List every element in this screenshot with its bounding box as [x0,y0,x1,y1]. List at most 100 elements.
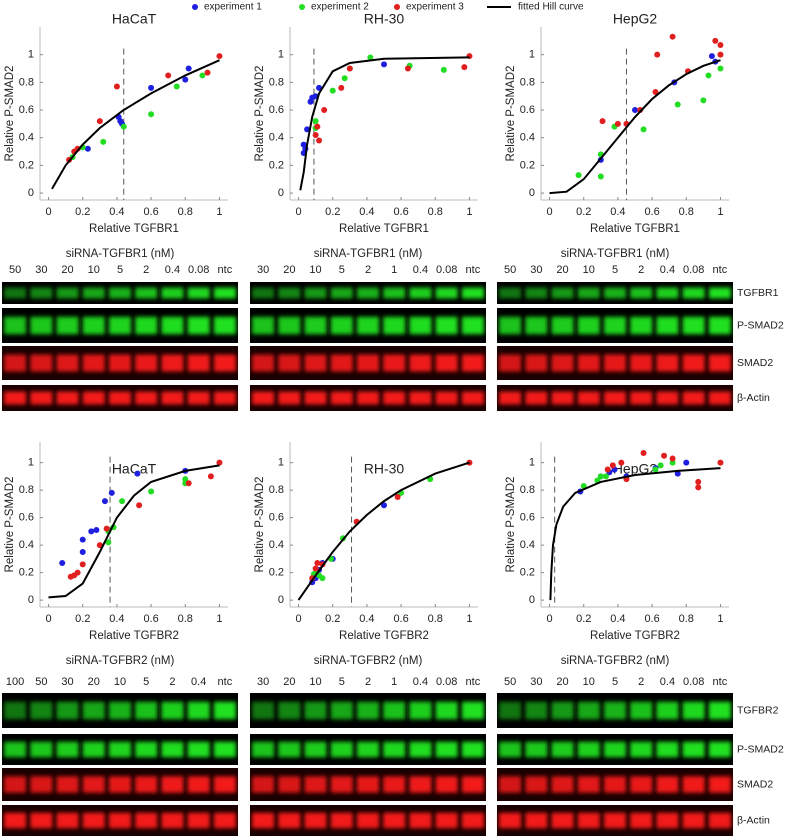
protein-label: TGFBR2 [737,704,779,716]
data-point [669,455,676,462]
x-tick-label: 0.2 [75,613,90,625]
blot-band [252,812,275,829]
blot-band [330,391,353,405]
data-point [705,72,712,79]
x-tick-label: 0.6 [393,613,408,625]
blot-band [161,354,184,372]
blot-band [4,812,27,829]
blot-band [187,776,210,793]
y-axis-label: Relative P-SMAD2 [254,477,266,573]
chart-title: HepG2 [613,461,658,477]
blot-band [4,316,27,335]
blot-band [278,812,301,829]
blot-band [383,391,406,405]
x-tick-label: 1 [717,206,723,218]
data-point [717,459,724,466]
blot-band [82,316,105,335]
x-tick-label: 0.4 [610,613,625,625]
x-tick-label: 0.2 [576,206,591,218]
blot-band [499,701,522,720]
blot-band [682,741,705,758]
x-tick-label: 0 [45,206,51,218]
data-point [216,53,223,60]
blot-band [278,776,301,793]
blot-band [30,391,53,405]
data-point [599,118,606,125]
data-point [381,502,387,509]
blot-band [330,316,353,335]
blot-band [525,812,548,829]
lane-label: 20 [283,676,295,688]
blot-band [682,316,705,335]
blot-band [30,812,53,829]
x-axis-label: Relative TGFBR2 [339,630,429,642]
blot-band [708,776,731,793]
lane-label: ntc [466,676,481,688]
blot-band [577,741,600,758]
blot-band [82,287,105,299]
blot-band [525,776,548,793]
data-point [367,54,374,61]
blot-band [356,812,380,829]
blot-band [630,812,653,829]
blot-band [499,391,522,405]
legend-label: experiment 2 [311,2,369,13]
blot-band [56,316,79,335]
data-point [609,462,616,469]
blot-band [525,316,548,335]
blot-band [577,812,600,829]
data-point [404,65,411,72]
lane-label: 0.4 [660,676,675,688]
blot-band [4,354,27,372]
blot-band [330,701,353,720]
y-axis-label: Relative P-SMAD2 [4,66,16,162]
lane-label: 30 [257,264,269,276]
protein-label: P-SMAD2 [737,319,784,331]
blot-band [187,316,210,335]
blot-band [56,701,79,720]
data-point [341,75,348,82]
data-point [120,123,127,130]
blot-band [278,316,301,335]
blot-band [383,287,406,299]
blot-band [187,812,210,829]
blot-band [304,812,327,829]
y-tick-label: 0.2 [520,159,535,171]
blot-band [525,354,548,372]
y-tick-label: 0.2 [520,567,535,579]
blot-header: siRNA-TGFBR1 (nM) [314,248,423,260]
blot-band [461,354,484,372]
blot-band [56,741,79,758]
blot-header: siRNA-TGFBR2 (nM) [314,655,423,667]
blot-band [108,741,132,758]
protein-label: β-Actin [737,392,770,404]
blot-band [383,701,406,720]
x-axis-label: Relative TGFBR1 [339,223,429,235]
x-tick-label: 0.8 [428,206,443,218]
y-tick-label: 0.4 [19,539,34,551]
data-point [207,473,214,480]
data-point [312,118,319,125]
data-point [712,37,719,44]
blot-band [499,287,522,299]
blot-band [409,741,432,758]
blot-band [461,287,484,299]
blot-band [682,391,705,405]
y-tick-label: 0.8 [520,484,535,496]
lane-label: ntc [218,676,233,688]
x-tick-label: 1 [717,613,723,625]
blot-band [435,391,458,405]
fit-curve [549,59,721,195]
chart-title: RH-30 [364,11,405,27]
data-point [654,51,661,58]
blot-band [577,287,600,299]
lane-label: 5 [143,676,149,688]
blot-band [135,287,158,299]
blot-band [630,741,653,758]
blot-band [161,316,184,335]
x-tick-label: 0.6 [143,613,158,625]
data-point [314,560,321,566]
blot-band [630,701,653,720]
blot-band [30,316,53,335]
blot-band [82,812,105,829]
